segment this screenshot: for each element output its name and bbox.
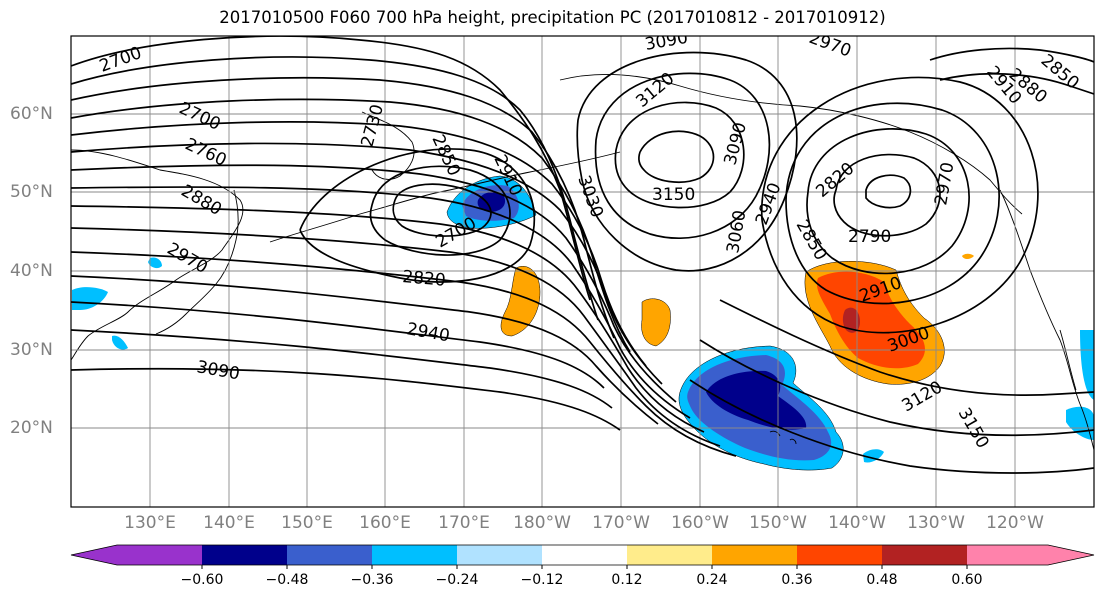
contour-line: [369, 165, 511, 256]
colorbar-label: −0.36: [350, 572, 394, 588]
precip-region: [641, 298, 671, 347]
contour-line: [833, 153, 941, 237]
contour-line: [71, 301, 605, 389]
colorbar-segment: [372, 545, 457, 565]
colorbar-label: 0.48: [866, 572, 898, 588]
contour-line: [806, 128, 970, 275]
contour-line: [71, 164, 677, 403]
map-frame: [70, 35, 1095, 508]
colorbar-segment: [627, 545, 712, 565]
contour-line: [576, 51, 798, 272]
lat-label: 40°N: [10, 261, 53, 281]
precip-shading: [72, 175, 1094, 471]
colorbar-label: 0.24: [696, 572, 728, 588]
coast-na-west: [999, 189, 1094, 451]
colorbar-outline: [70, 544, 1095, 566]
contour-line: [761, 76, 1039, 334]
colorbar-label: −0.12: [520, 572, 564, 588]
lon-label: 120°W: [986, 513, 1044, 533]
lon-label: 150°E: [281, 513, 333, 533]
colorbar-label: −0.60: [180, 572, 224, 588]
precip-region: [816, 271, 925, 369]
lon-label: 180°W: [513, 513, 571, 533]
contour-line: [594, 72, 771, 240]
contour-line: [71, 275, 659, 425]
colorbar-label: 0.12: [611, 572, 643, 588]
precip-region: [1080, 330, 1094, 400]
precip-region: [477, 191, 506, 212]
contour-line: [71, 76, 615, 339]
coast-hawaii: [769, 430, 797, 445]
coast-kamchatka: [361, 111, 415, 180]
colorbar-segment: [202, 545, 287, 565]
lon-label: 170°W: [592, 513, 650, 533]
lon-label: 150°W: [749, 513, 807, 533]
lat-label: 60°N: [10, 104, 53, 124]
lon-label: 130°E: [124, 513, 176, 533]
contour-line: [392, 183, 492, 237]
precip-region: [148, 257, 162, 269]
precip-region: [962, 253, 974, 259]
coast-japan: [155, 189, 239, 335]
contour-line: [71, 251, 737, 457]
colorbar-segment: [712, 545, 797, 565]
contour-label: 2790: [848, 227, 891, 247]
lat-label: 20°N: [10, 418, 53, 438]
colorbar-label: 0.60: [951, 572, 983, 588]
coast-alaska: [559, 73, 1023, 215]
contour-line: [71, 227, 721, 447]
precip-region: [842, 307, 860, 333]
contour-line: [71, 142, 663, 385]
map-title: 2017010500 F060 700 hPa height, precipit…: [219, 8, 886, 27]
colorbar-segment: [967, 545, 1094, 565]
colorbar-segment: [542, 545, 627, 565]
contour-line: [699, 339, 1094, 437]
contour-label: 2820: [402, 267, 447, 291]
height-contours: [71, 36, 1094, 474]
lon-label: 160°W: [671, 513, 729, 533]
colorbar-segment: [797, 545, 882, 565]
colorbar-segment: [457, 545, 542, 565]
contour-line: [71, 205, 705, 433]
colorbar-segment: [882, 545, 967, 565]
lon-label: 130°W: [907, 513, 965, 533]
lat-label: 30°N: [10, 340, 53, 360]
contour-line: [71, 186, 691, 419]
colorbar-segment: [287, 545, 372, 565]
lon-label: 140°E: [203, 513, 255, 533]
colorbar-label: −0.24: [435, 572, 479, 588]
colorbar: [70, 544, 1095, 569]
lon-label: 170°E: [438, 513, 490, 533]
contour-line: [939, 72, 1094, 95]
lon-label: 140°W: [828, 513, 886, 533]
contour-line: [929, 47, 1094, 63]
lon-label: 160°E: [359, 513, 411, 533]
contour-line: [865, 174, 912, 209]
contour-line: [719, 299, 1094, 397]
contour-line: [637, 130, 715, 183]
coast-baja: [1059, 329, 1077, 391]
precip-region: [72, 287, 108, 310]
contour-line: [71, 36, 591, 301]
lat-label: 50°N: [10, 182, 53, 202]
colorbar-label: −0.48: [265, 572, 309, 588]
precip-region: [112, 335, 128, 350]
precip-region: [863, 449, 884, 463]
contour-label: 3150: [652, 185, 695, 205]
contour-line: [785, 102, 1000, 305]
precip-region: [706, 370, 807, 430]
contour-line: [689, 379, 1094, 474]
contour-line: [614, 101, 745, 209]
contour-line: [71, 56, 599, 321]
colorbar-segment: [71, 545, 202, 565]
colorbar-label: 0.36: [781, 572, 813, 588]
contour-line: [71, 329, 613, 409]
contour-line: [71, 367, 621, 431]
